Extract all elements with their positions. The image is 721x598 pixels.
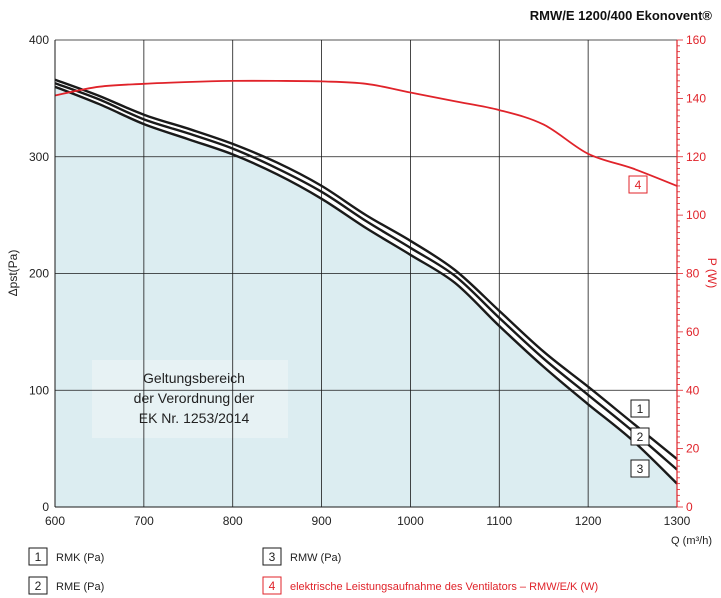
y-right-tick-label: 120 xyxy=(686,150,706,164)
legend-marker-box xyxy=(28,547,48,566)
x-tick-label: 1300 xyxy=(664,514,691,528)
y-tick-label: 200 xyxy=(29,267,49,281)
series-markers: 1 2 3 4 xyxy=(628,175,650,478)
legend-entry: RMW (Pa) xyxy=(290,552,341,564)
y-tick-label: 300 xyxy=(29,150,49,164)
power-series-line xyxy=(54,79,678,187)
y-axis-right-label: P (W) xyxy=(705,258,719,288)
annotation-line: der Verordnung der xyxy=(134,390,255,406)
x-tick-label: 600 xyxy=(45,514,65,528)
chart-title: RMW/E 1200/400 Ekonovent® xyxy=(530,8,713,23)
x-tick-label: 1100 xyxy=(486,514,512,528)
axes xyxy=(54,39,683,508)
series-marker-box xyxy=(630,427,650,446)
series-marker-box xyxy=(630,459,650,478)
legend-marker-number: 2 xyxy=(35,579,42,593)
series-marker-number: 3 xyxy=(637,462,644,476)
x-axis-label: Q (m³/h) xyxy=(671,535,712,547)
series-marker-box xyxy=(628,175,648,194)
legend-marker-box xyxy=(28,576,48,595)
series-lines xyxy=(54,78,678,485)
x-tick-label: 800 xyxy=(223,514,243,528)
series-line xyxy=(54,85,678,485)
y-right-tick-label: 40 xyxy=(686,383,700,397)
legend-entry: RME (Pa) xyxy=(56,581,104,593)
validity-annotation: Geltungsbereich der Verordnung der EK Nr. … xyxy=(92,360,288,438)
legend-marker-box xyxy=(262,547,282,566)
y-tick-label: 400 xyxy=(29,33,49,47)
series-marker-box xyxy=(630,399,650,418)
y-right-tick-label: 160 xyxy=(686,33,706,47)
x-tick-label: 1000 xyxy=(397,514,424,528)
x-tick-label: 900 xyxy=(312,514,332,528)
validity-area xyxy=(55,86,677,507)
series-line xyxy=(54,82,678,471)
y-tick-label: 0 xyxy=(42,500,49,514)
legend-marker-number: 3 xyxy=(269,550,276,564)
validity-area-fill xyxy=(55,86,677,507)
legend-entry: RMK (Pa) xyxy=(56,552,104,564)
y-right-tick-label: 60 xyxy=(686,325,700,339)
legend-entry: elektrische Leistungsaufnahme des Ventil… xyxy=(290,581,598,593)
x-tick-label: 700 xyxy=(134,514,154,528)
y-right-tick-label: 80 xyxy=(686,267,700,281)
annotation-line: Geltungsbereich xyxy=(143,370,245,386)
y-right-tick-label: 100 xyxy=(686,208,706,222)
series-marker-number: 2 xyxy=(637,430,644,444)
series-marker-number: 4 xyxy=(635,178,642,192)
series-marker-number: 1 xyxy=(637,402,644,416)
legend-marker-number: 1 xyxy=(35,550,42,564)
x-tick-label: 1200 xyxy=(575,514,602,528)
y-tick-label: 100 xyxy=(29,383,49,397)
legend-marker-box xyxy=(262,576,282,595)
y-right-tick-label: 0 xyxy=(686,500,693,514)
annotation-line: EK Nr. 1253/2014 xyxy=(139,410,250,426)
y-right-tick-label: 140 xyxy=(686,91,706,105)
series-line xyxy=(54,78,678,461)
y-axis-label: Δpst(Pa) xyxy=(6,250,20,297)
legend-marker-number: 4 xyxy=(269,579,276,593)
y-right-tick-label: 20 xyxy=(686,442,700,456)
annotation-box xyxy=(92,360,288,438)
legend: 1 RMK (Pa) 2 RME (Pa) 3 RMW (Pa) 4 elektrische … xyxy=(28,547,598,595)
